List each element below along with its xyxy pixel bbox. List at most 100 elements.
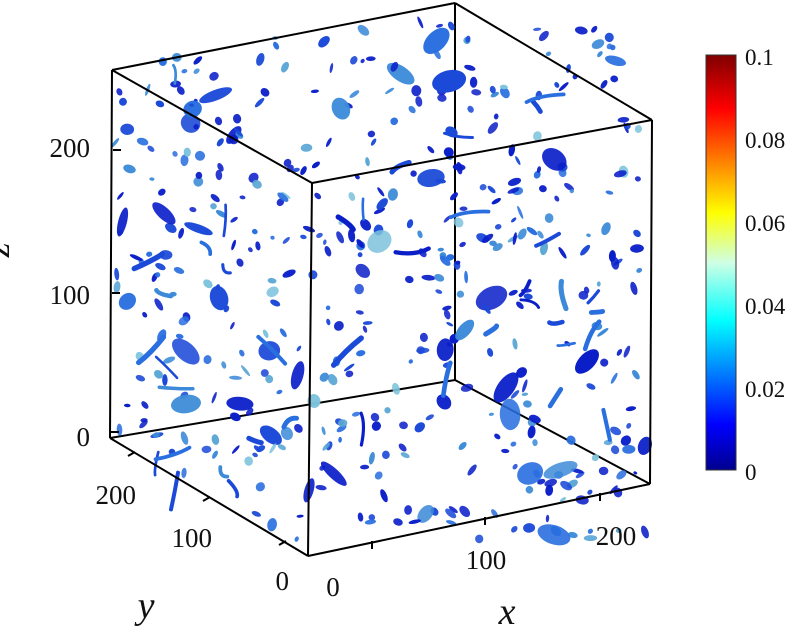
vortex-blob (111, 138, 120, 148)
vortex-blob (499, 87, 510, 99)
vortex-blob (135, 374, 146, 382)
vortex-blob (113, 281, 121, 294)
vortex-blob (321, 426, 326, 436)
vortex-blob (446, 520, 457, 526)
vortex-blob (362, 325, 368, 333)
vortex-blob (223, 305, 230, 313)
vortex-blob (574, 26, 588, 35)
vortex-blob (399, 421, 408, 430)
vortex-blob (155, 100, 165, 108)
vortex-blob (367, 230, 392, 253)
vortex-blob (544, 213, 554, 223)
vortex-blob (211, 434, 220, 445)
vortex-tube (440, 360, 453, 398)
vortex-blob (545, 514, 550, 523)
vortex-blob (253, 445, 261, 453)
vortex-blob (119, 97, 127, 106)
vortex-blob (419, 332, 428, 342)
vortex-tube (154, 355, 179, 380)
vortex-blob (318, 35, 330, 48)
vortex-blob (605, 190, 614, 195)
vortex-blob (421, 274, 436, 281)
vortex-blob (267, 277, 277, 284)
vortex-blob (493, 372, 519, 403)
vortex-blob (195, 171, 203, 179)
vortex-blob (445, 254, 455, 261)
vortex-blob (512, 463, 518, 470)
vortex-blob (154, 272, 161, 278)
vortex-blob (453, 217, 464, 228)
vortex-blob (564, 182, 574, 191)
vortex-blob (392, 382, 400, 395)
vortex-blob (149, 177, 155, 181)
vortex-blob (351, 411, 361, 417)
vortex-blob (116, 207, 129, 237)
vortex-blob (170, 394, 202, 414)
vortex-blob (277, 192, 289, 202)
y-tick-label: 0 (276, 566, 290, 596)
vortex-blob (345, 370, 354, 378)
box-edge (311, 119, 653, 184)
vortex-blob (162, 374, 168, 386)
vortex-blob (360, 218, 372, 231)
vortex-blob (319, 372, 329, 382)
vortex-blob (239, 349, 245, 357)
vortex-blob (501, 448, 510, 454)
vortex-blob (443, 147, 454, 158)
vortex-blob (357, 24, 370, 36)
vortex-blob (152, 202, 176, 225)
vortex-blob (568, 531, 578, 539)
vortex-blob (566, 435, 576, 445)
vortex-blob (232, 113, 242, 124)
vortex-blob (417, 504, 434, 523)
vortex-blob (460, 383, 474, 392)
vortex-blob (533, 469, 541, 478)
box-edge (454, 379, 651, 485)
vortex-blob (458, 442, 467, 450)
vortex-blob (172, 151, 178, 157)
vortex-blob (193, 124, 199, 130)
vortex-blob (523, 523, 536, 533)
vortex-blob (171, 338, 200, 365)
vortex-blob (178, 227, 185, 239)
vortex-tube (582, 319, 602, 352)
vortex-blob (434, 273, 445, 282)
vortex-blob (517, 205, 524, 219)
vortex-blob (610, 445, 620, 455)
vortex-blob (184, 222, 213, 236)
vortex-blob (600, 79, 608, 89)
vortex-blob (326, 318, 331, 326)
vortex-tube (330, 335, 364, 368)
vortex-blob (176, 86, 185, 95)
vortex-blob (199, 87, 233, 104)
vortex-blob (580, 244, 591, 256)
vortex-blob (282, 269, 296, 278)
vortex-blob (244, 456, 254, 466)
vortex-blob (259, 425, 282, 445)
vortex-blob (533, 27, 542, 31)
vortex-blob (475, 534, 484, 544)
vortex-blob (158, 188, 166, 196)
vortex-blob (533, 131, 542, 141)
vortex-blob (586, 383, 596, 390)
vortex-blob (280, 426, 293, 441)
vortex-blob (181, 69, 188, 74)
vortex-blob (464, 64, 476, 71)
vortex-blob (408, 105, 416, 114)
vortex-blob (322, 442, 330, 451)
vortex-tube (218, 465, 230, 479)
vortex-blob (610, 426, 622, 436)
vortex-blob (296, 345, 302, 352)
vortex-tube (281, 415, 299, 430)
vortex-blob (118, 292, 136, 310)
vortex-blob (230, 412, 241, 422)
vortex-tube (601, 407, 612, 442)
vortex-blob (266, 286, 279, 298)
vortex-blob (435, 23, 444, 28)
vortex-blob (180, 431, 189, 445)
vortex-blob (630, 281, 638, 295)
vortex-blob (634, 125, 643, 133)
vortex-blob (279, 328, 287, 338)
tick-mark (278, 540, 287, 546)
vortex-blob (615, 528, 622, 534)
